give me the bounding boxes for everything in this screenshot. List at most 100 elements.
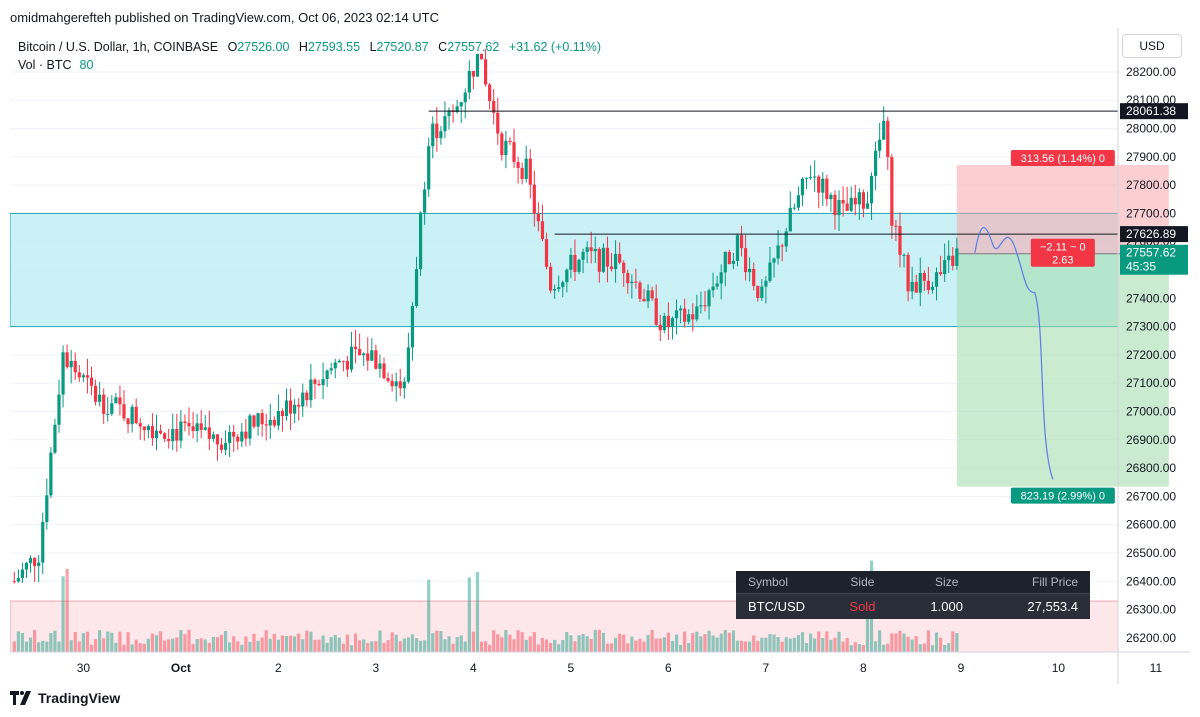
candle-body bbox=[536, 213, 540, 222]
candle-body bbox=[695, 306, 699, 320]
candle-body bbox=[674, 310, 679, 319]
volume-bar bbox=[821, 638, 825, 652]
volume-bar bbox=[662, 637, 666, 652]
volume-bar bbox=[370, 641, 374, 652]
time-tick-label: 3 bbox=[373, 661, 380, 675]
volume-bar bbox=[496, 634, 500, 652]
candle-body bbox=[459, 102, 463, 107]
volume-bar bbox=[447, 636, 451, 652]
volume-bar bbox=[756, 640, 760, 652]
currency-button[interactable]: USD bbox=[1122, 34, 1182, 58]
volume-bar bbox=[593, 629, 597, 652]
candle-body bbox=[288, 400, 293, 414]
candle-body bbox=[85, 375, 90, 378]
volume-bar bbox=[382, 642, 386, 652]
time-tick-label: 8 bbox=[860, 661, 867, 675]
candle-body bbox=[504, 140, 508, 156]
volume-bar bbox=[557, 644, 561, 652]
volume-bar bbox=[284, 636, 289, 652]
volume-bar bbox=[435, 630, 439, 652]
footer-brand[interactable]: TradingView bbox=[10, 690, 120, 706]
volume-bar bbox=[601, 632, 605, 652]
volume-bar bbox=[516, 630, 520, 652]
candle-body bbox=[553, 289, 557, 291]
price-chart[interactable]: 28200.0028100.0028000.0027900.0027800.00… bbox=[10, 28, 1190, 684]
volume-bar bbox=[37, 642, 41, 652]
volume-bar bbox=[272, 633, 276, 652]
candle-body bbox=[699, 305, 703, 307]
price-tick-label: 26800.00 bbox=[1126, 461, 1176, 475]
volume-bar bbox=[910, 639, 914, 652]
candle-body bbox=[20, 569, 25, 578]
volume-bar bbox=[288, 635, 293, 652]
volume-bar bbox=[654, 638, 658, 652]
candle-body bbox=[711, 286, 715, 291]
pnl-label-bg bbox=[1030, 238, 1095, 267]
volume-bar bbox=[24, 641, 29, 652]
candle-body bbox=[561, 282, 565, 288]
candle-body bbox=[906, 254, 910, 292]
volume-bar bbox=[898, 630, 902, 652]
volume-bar bbox=[57, 641, 61, 652]
candle-body bbox=[435, 123, 439, 139]
volume-bar bbox=[719, 633, 723, 652]
volume-bar bbox=[418, 640, 423, 652]
volume-bar bbox=[207, 642, 211, 652]
candle-body bbox=[626, 273, 630, 284]
candle-body bbox=[739, 235, 744, 249]
volume-bar bbox=[646, 634, 650, 652]
volume-bar bbox=[236, 641, 240, 652]
volume-bar bbox=[817, 631, 821, 652]
volume-bar bbox=[53, 630, 57, 652]
candle-body bbox=[130, 406, 134, 425]
candle-body bbox=[756, 285, 760, 298]
candle-body bbox=[207, 427, 211, 439]
volume-bar bbox=[630, 636, 634, 652]
symbol-title[interactable]: Bitcoin / U.S. Dollar, 1h, COINBASE bbox=[18, 40, 219, 54]
volume-bar bbox=[735, 640, 740, 652]
volume-bar bbox=[321, 635, 325, 652]
volume-bar bbox=[938, 637, 943, 652]
volume-bar bbox=[102, 638, 106, 652]
candle-body bbox=[618, 253, 622, 263]
candle-body bbox=[24, 563, 29, 570]
volume-bar bbox=[297, 633, 301, 652]
candle-body bbox=[764, 280, 768, 287]
time-tick-label: 4 bbox=[470, 661, 477, 675]
volume-bar bbox=[345, 634, 350, 652]
price-tick-label: 26600.00 bbox=[1126, 518, 1176, 532]
volume-bar bbox=[902, 633, 906, 652]
candle-body bbox=[240, 431, 244, 442]
volume-bar bbox=[674, 634, 679, 652]
brand-label: TradingView bbox=[38, 690, 121, 706]
candle-body bbox=[922, 272, 926, 281]
candle-body bbox=[914, 281, 918, 293]
volume-bar bbox=[504, 630, 508, 652]
table-row: BTC/USD Sold 1.000 27,553.4 bbox=[736, 594, 1090, 619]
candle-body bbox=[394, 381, 398, 387]
volume-bar bbox=[471, 631, 475, 652]
table-header-symbol: Symbol bbox=[748, 575, 789, 589]
candle-body bbox=[878, 139, 882, 151]
candle-body bbox=[81, 375, 85, 378]
candle-body bbox=[325, 370, 329, 380]
row-fill-price: 27,553.4 bbox=[1027, 599, 1078, 614]
volume-bar bbox=[362, 639, 366, 652]
volume-bar bbox=[589, 639, 593, 652]
volume-bar bbox=[293, 636, 297, 652]
volume-bar bbox=[947, 642, 951, 652]
candle-body bbox=[869, 175, 874, 204]
candle-body bbox=[634, 281, 638, 283]
volume-bar bbox=[45, 641, 49, 652]
price-tick-label: 27100.00 bbox=[1126, 376, 1176, 390]
candle-body bbox=[167, 438, 171, 442]
volume-bar bbox=[358, 640, 362, 652]
volume-bar bbox=[577, 635, 581, 652]
volume-label[interactable]: Vol · BTC bbox=[18, 58, 72, 72]
volume-bar bbox=[605, 643, 610, 652]
price-tick-label: 26400.00 bbox=[1126, 574, 1176, 588]
chart-area[interactable]: 28200.00 28100.00 28000.00 27900.00 27800.00… bbox=[10, 28, 1190, 684]
volume-bar bbox=[305, 630, 309, 652]
candle-body bbox=[297, 404, 301, 407]
volume-bar bbox=[861, 645, 866, 652]
